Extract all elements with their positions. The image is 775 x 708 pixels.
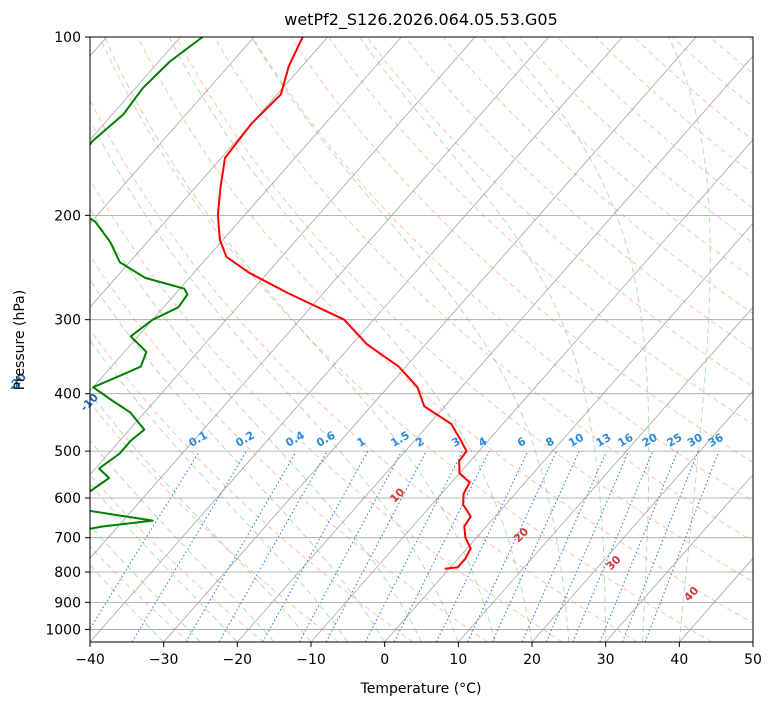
y-tick-label: 400 [54, 387, 81, 403]
dry-adiabat-line [251, 37, 753, 502]
isotherm-line [90, 37, 623, 642]
isotherm-line [163, 37, 697, 642]
y-tick-label: 800 [54, 565, 81, 581]
isotherm-line [310, 139, 753, 642]
isotherm-line [90, 37, 255, 225]
dry-adiabat-line [404, 37, 753, 351]
isotherm-line [90, 37, 550, 559]
moist-adiabat-line [104, 37, 496, 642]
x-tick-label: 50 [744, 652, 762, 668]
x-tick-label: 40 [670, 652, 688, 668]
dry-adiabat-line [90, 329, 414, 642]
dry-adiabat-line [557, 37, 753, 209]
isotherm-line [384, 222, 753, 642]
x-tick-label: −20 [223, 652, 253, 668]
moist-adiabat-line [250, 37, 570, 642]
x-tick-label: −30 [149, 652, 179, 668]
dry-adiabat-line [90, 98, 638, 642]
y-tick-label: 500 [54, 444, 81, 460]
moist-adiabat-line [90, 339, 349, 642]
mixing-ratio-line [467, 450, 557, 642]
mixing-ratio-line [545, 450, 630, 642]
isotherm-line [458, 306, 753, 642]
isotherm-line [90, 37, 181, 141]
isotherm-line [531, 390, 753, 642]
x-tick-label: −10 [296, 652, 326, 668]
mixing-ratio-line [572, 450, 654, 642]
x-tick-label: −40 [75, 652, 105, 668]
moist-adiabat-line [359, 37, 607, 642]
isotherm-line [237, 55, 753, 642]
mixing-ratio-line [131, 450, 247, 642]
x-tick-label: 30 [597, 652, 615, 668]
moist-adiabat-line [502, 37, 650, 642]
y-tick-label: 600 [54, 491, 81, 507]
moist-adiabat-line [90, 118, 459, 642]
mixing-ratio-line [185, 450, 297, 642]
moist-adiabat-line [168, 37, 533, 642]
isotherm-line [605, 473, 753, 642]
y-tick-label: 300 [54, 313, 81, 329]
y-tick-label: 1000 [45, 622, 81, 638]
axis-ticks: −40 −30 −20 −10 0 10 20 30 40 50 100 200 300 400 500 60… [45, 30, 762, 668]
y-tick-label: 700 [54, 531, 81, 547]
x-axis-title: Temperature (°C) [360, 681, 482, 697]
background-grid [90, 37, 753, 642]
dry-adiabat-line [480, 37, 753, 279]
mixing-ratio-line [521, 450, 608, 642]
dry-adiabat-line [328, 37, 753, 425]
mixing-ratio-line [90, 450, 200, 630]
x-tick-label: 0 [380, 652, 389, 668]
x-tick-label: 20 [523, 652, 541, 668]
moist-adiabat-line [668, 37, 711, 642]
dry-adiabat-line [519, 37, 753, 244]
moist-adiabat-line [90, 279, 386, 642]
dry-adiabat-line [99, 37, 712, 642]
y-axis-title: Pressure (hPa) [12, 290, 28, 390]
x-tick-label: 10 [449, 652, 467, 668]
dry-adiabat-line [175, 37, 753, 583]
y-tick-label: 900 [54, 595, 81, 611]
mixing-ratio-line [262, 450, 369, 642]
dry-adiabat-line [90, 178, 563, 642]
profile-series [90, 37, 472, 570]
plot-frame [89, 36, 754, 643]
temperature-profile-line [216, 37, 472, 570]
dewpoint-profile-line [90, 37, 204, 567]
y-tick-label: 200 [54, 208, 81, 224]
dry-adiabat-line [90, 255, 488, 642]
mixing-ratio-line [491, 450, 580, 642]
dry-adiabat-line [90, 401, 339, 642]
y-tick-label: 100 [54, 30, 81, 46]
mixing-ratio-line [218, 450, 328, 642]
dry-adiabat-line [442, 37, 753, 315]
mixing-ratio-line [435, 450, 529, 642]
dry-adiabat-line [137, 37, 753, 624]
moist-adiabat-line [90, 392, 312, 642]
dry-adiabat-line [366, 37, 753, 388]
isotherm-line [90, 37, 329, 308]
mixing-ratio-line [298, 450, 402, 642]
isotherm-line [90, 37, 476, 476]
chart-title: wetPf2_S126.2026.064.05.53.G05 [284, 10, 558, 30]
dry-adiabat-line [290, 37, 753, 464]
